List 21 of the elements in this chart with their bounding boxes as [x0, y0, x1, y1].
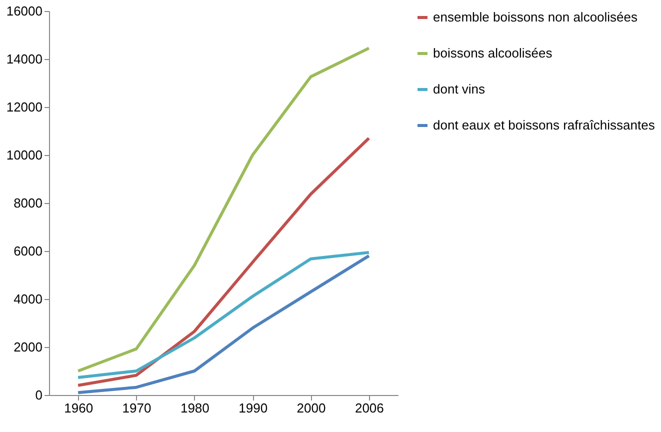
y-tick-label: 6000 [14, 244, 42, 258]
legend-label: dont eaux et boissons rafraîchissantes [433, 118, 656, 132]
y-tick-label: 10000 [6, 148, 42, 162]
x-tick-label: 1990 [238, 400, 268, 416]
legend-label: boissons alcoolisées [433, 46, 553, 60]
line-series [76, 46, 370, 372]
legend-label: dont vins [433, 82, 486, 96]
legend-label: ensemble boissons non alcoolisées [433, 10, 638, 24]
x-tick-label: 2000 [296, 400, 326, 416]
y-tick-label: 12000 [6, 100, 42, 114]
y-tick-label: 16000 [6, 4, 42, 18]
y-tick-label: 0 [35, 388, 42, 402]
x-tick-label: 1980 [180, 400, 210, 416]
x-tick-label: 1970 [122, 400, 152, 416]
y-tick-label: 2000 [14, 340, 42, 354]
line-series [76, 136, 370, 387]
x-tick-label: 1960 [64, 400, 94, 416]
x-tick-label: 2006 [354, 400, 384, 416]
y-tick-label: 8000 [14, 196, 42, 210]
y-tick-label: 14000 [6, 52, 42, 66]
y-tick-label: 4000 [14, 292, 42, 306]
